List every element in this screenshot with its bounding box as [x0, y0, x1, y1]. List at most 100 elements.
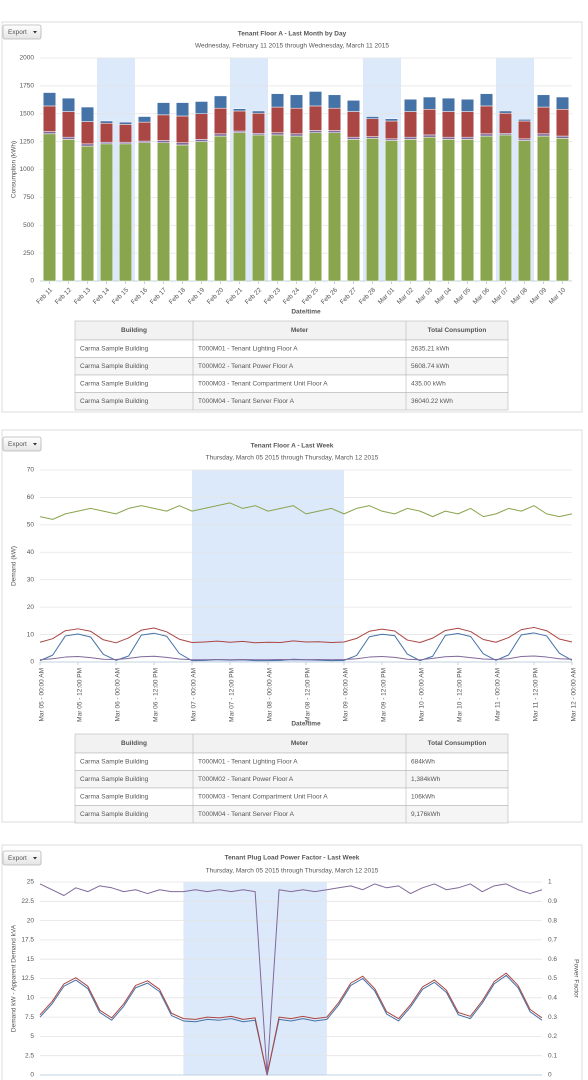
- export-caret[interactable]: [33, 857, 37, 860]
- y-axis-title: Consumption (kWh): [11, 141, 18, 198]
- table-cell: 684kWh: [411, 758, 435, 765]
- table-cell: T000M03 - Tenant Compartment Unit Floor …: [198, 793, 328, 800]
- y2-tick-label: 0: [548, 1072, 552, 1079]
- y-tick-label: 0: [30, 278, 34, 285]
- x-tick-label: Mar 06 - 00:00 AM: [115, 668, 122, 721]
- bar-segment: [99, 120, 114, 124]
- bar-segment: [327, 132, 342, 282]
- table-header: Total Consumption: [428, 327, 487, 334]
- y2-tick-label: 0.6: [548, 956, 557, 963]
- bar-segment: [498, 110, 513, 114]
- chart-title: Tenant Floor A - Last Week: [251, 443, 334, 450]
- export-button-label[interactable]: Export: [8, 441, 27, 448]
- bar-segment: [80, 106, 95, 122]
- bar-segment: [308, 132, 323, 282]
- y-tick-label: 1750: [20, 83, 35, 90]
- export-caret[interactable]: [33, 443, 37, 446]
- export-caret[interactable]: [33, 31, 37, 34]
- series-line: [39, 883, 543, 1076]
- bar-segment: [403, 99, 418, 112]
- x-tick-label: Mar 09 - 00:00 AM: [343, 668, 350, 721]
- x-tick-label: Mar 05 - 00:00 AM: [39, 668, 46, 721]
- y-tick-label: 60: [27, 494, 35, 501]
- export-button-label[interactable]: Export: [8, 29, 27, 36]
- y2-tick-label: 1: [548, 879, 552, 886]
- table-header: Building: [121, 327, 147, 334]
- y2-tick-label: 0.4: [548, 995, 557, 1002]
- bar-segment: [308, 105, 323, 131]
- bar-segment: [289, 133, 304, 137]
- table-cell: 36040.22 kWh: [411, 398, 453, 405]
- table-cell: Carma Sample Building: [80, 811, 149, 818]
- bar-segment: [175, 102, 190, 117]
- bar-segment: [99, 143, 114, 282]
- bar-segment: [384, 138, 399, 141]
- bar-segment: [384, 120, 399, 140]
- y-tick-label: 12.5: [21, 975, 34, 982]
- y-tick-label: 0: [30, 1072, 34, 1079]
- bar-segment: [365, 138, 380, 282]
- x-tick-label: Mar 11 - 12:00 PM: [533, 668, 540, 721]
- y2-tick-label: 0.5: [548, 975, 557, 982]
- bar-segment: [441, 136, 456, 140]
- table-cell: Carma Sample Building: [80, 398, 149, 405]
- y-axis-title: Demand kW - Apparent Demand kVA: [11, 924, 18, 1032]
- y-tick-label: 17.5: [21, 937, 34, 944]
- export-button[interactable]: [2, 436, 42, 452]
- bar-segment: [213, 135, 228, 282]
- bar-segment: [441, 111, 456, 138]
- y2-tick-label: 0.7: [548, 937, 557, 944]
- export-button[interactable]: [2, 850, 42, 866]
- y-tick-label: 250: [23, 250, 34, 257]
- bar-segment: [175, 142, 190, 146]
- x-tick-label: Mar 07 - 00:00 AM: [191, 668, 198, 721]
- bar-segment: [517, 119, 532, 122]
- bar-segment: [156, 102, 171, 116]
- table-cell: Carma Sample Building: [80, 345, 149, 352]
- y-tick-label: 1000: [20, 166, 35, 173]
- bar-segment: [80, 145, 95, 282]
- bar-segment: [555, 96, 570, 110]
- bar-segment: [498, 133, 513, 136]
- bar-segment: [536, 106, 551, 135]
- bar-segment: [156, 114, 171, 141]
- bar-segment: [555, 135, 570, 139]
- bar-segment: [289, 94, 304, 109]
- y-tick-label: 5: [30, 1033, 34, 1040]
- bar-segment: [175, 115, 190, 143]
- bar-segment: [137, 142, 152, 282]
- bar-segment: [251, 134, 266, 282]
- bar-segment: [384, 118, 399, 122]
- y-tick-label: 750: [23, 194, 34, 201]
- bar-segment: [118, 121, 133, 125]
- export-button-label[interactable]: Export: [8, 855, 27, 862]
- bar-segment: [251, 112, 266, 134]
- y-tick-label: 1250: [20, 138, 35, 145]
- x-tick-label: Mar 12 - 00:00 AM: [571, 668, 578, 721]
- chart-title: Tenant Plug Load Power Factor - Last Wee…: [225, 855, 360, 862]
- bar-segment: [156, 140, 171, 143]
- bar-segment: [270, 93, 285, 108]
- bar-segment: [156, 142, 171, 282]
- bar-segment: [403, 111, 418, 138]
- series-line: [39, 626, 573, 644]
- table-cell: T000M02 - Tenant Power Floor A: [198, 776, 294, 783]
- bar-segment: [42, 105, 57, 132]
- bar-segment: [61, 136, 76, 140]
- table-header: Total Consumption: [428, 740, 487, 747]
- table-cell: Carma Sample Building: [80, 758, 149, 765]
- bar-segment: [270, 106, 285, 133]
- y2-tick-label: 0.3: [548, 1014, 557, 1021]
- bar-segment: [403, 139, 418, 282]
- y2-axis-title: Power Factor: [572, 959, 579, 998]
- bar-segment: [422, 96, 437, 110]
- y-tick-label: 20: [27, 917, 35, 924]
- bar-segment: [479, 105, 494, 135]
- bar-segment: [536, 135, 551, 282]
- x-tick-label: Mar 09 - 12:00 PM: [381, 668, 388, 722]
- x-tick-label: Mar 11 - 00:00 AM: [495, 668, 502, 721]
- table-cell: 9,176kWh: [411, 811, 441, 818]
- export-button[interactable]: [2, 24, 42, 40]
- bar-segment: [99, 122, 114, 143]
